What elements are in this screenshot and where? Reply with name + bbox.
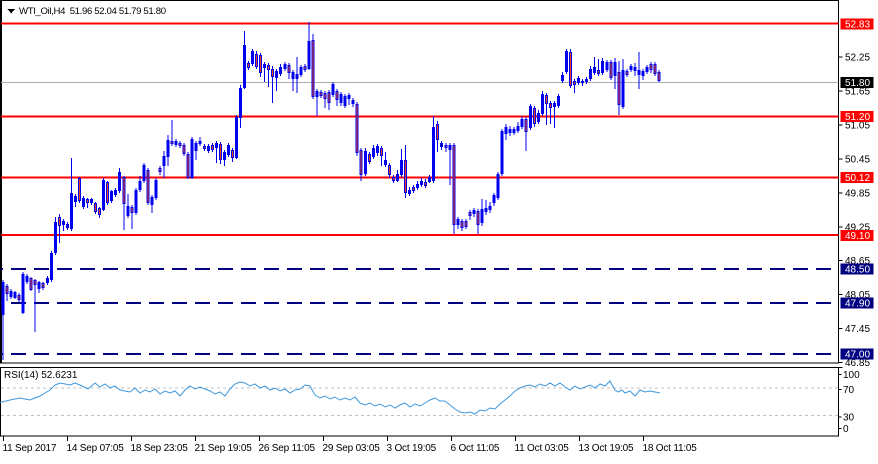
svg-text:51.20: 51.20: [845, 112, 870, 123]
svg-text:6 Oct 11:05: 6 Oct 11:05: [451, 443, 500, 454]
svg-text:70: 70: [843, 385, 855, 396]
svg-text:52.83: 52.83: [845, 20, 870, 31]
svg-text:18 Sep 23:05: 18 Sep 23:05: [131, 443, 189, 454]
svg-text:WTI_Oil,H4 51.96 52.04 51.79: WTI_Oil,H4 51.96 52.04 51.79 51.80: [19, 6, 166, 17]
svg-text:0: 0: [843, 424, 849, 435]
svg-text:49.85: 49.85: [845, 188, 870, 199]
svg-text:49.25: 49.25: [845, 222, 870, 233]
svg-text:51.80: 51.80: [845, 78, 870, 89]
svg-text:3 Oct 19:05: 3 Oct 19:05: [387, 443, 437, 454]
svg-text:46.85: 46.85: [845, 358, 870, 369]
svg-text:14 Sep 07:05: 14 Sep 07:05: [67, 443, 125, 454]
svg-text:52.25: 52.25: [845, 53, 870, 64]
svg-text:49.10: 49.10: [845, 231, 870, 242]
svg-text:11 Oct 03:05: 11 Oct 03:05: [515, 443, 570, 454]
svg-text:51.65: 51.65: [845, 87, 870, 98]
svg-text:RSI(14) 52.6231: RSI(14) 52.6231: [4, 370, 78, 381]
svg-text:47.90: 47.90: [845, 299, 870, 310]
svg-text:21 Sep 19:05: 21 Sep 19:05: [195, 443, 253, 454]
svg-text:30: 30: [843, 413, 855, 424]
svg-text:48.65: 48.65: [845, 256, 870, 267]
svg-text:50.12: 50.12: [845, 173, 870, 184]
svg-text:11 Sep 2017: 11 Sep 2017: [3, 443, 57, 454]
svg-text:51.05: 51.05: [845, 120, 870, 131]
svg-text:29 Sep 03:05: 29 Sep 03:05: [323, 443, 381, 454]
svg-text:47.00: 47.00: [845, 350, 870, 361]
svg-text:50.45: 50.45: [845, 154, 870, 165]
svg-text:13 Oct 19:05: 13 Oct 19:05: [579, 443, 634, 454]
svg-text:18 Oct 11:05: 18 Oct 11:05: [643, 443, 698, 454]
svg-text:100: 100: [843, 370, 860, 381]
svg-text:47.45: 47.45: [845, 324, 870, 335]
svg-text:26 Sep 11:05: 26 Sep 11:05: [259, 443, 316, 454]
svg-text:48.05: 48.05: [845, 290, 870, 301]
svg-text:48.50: 48.50: [845, 265, 870, 276]
